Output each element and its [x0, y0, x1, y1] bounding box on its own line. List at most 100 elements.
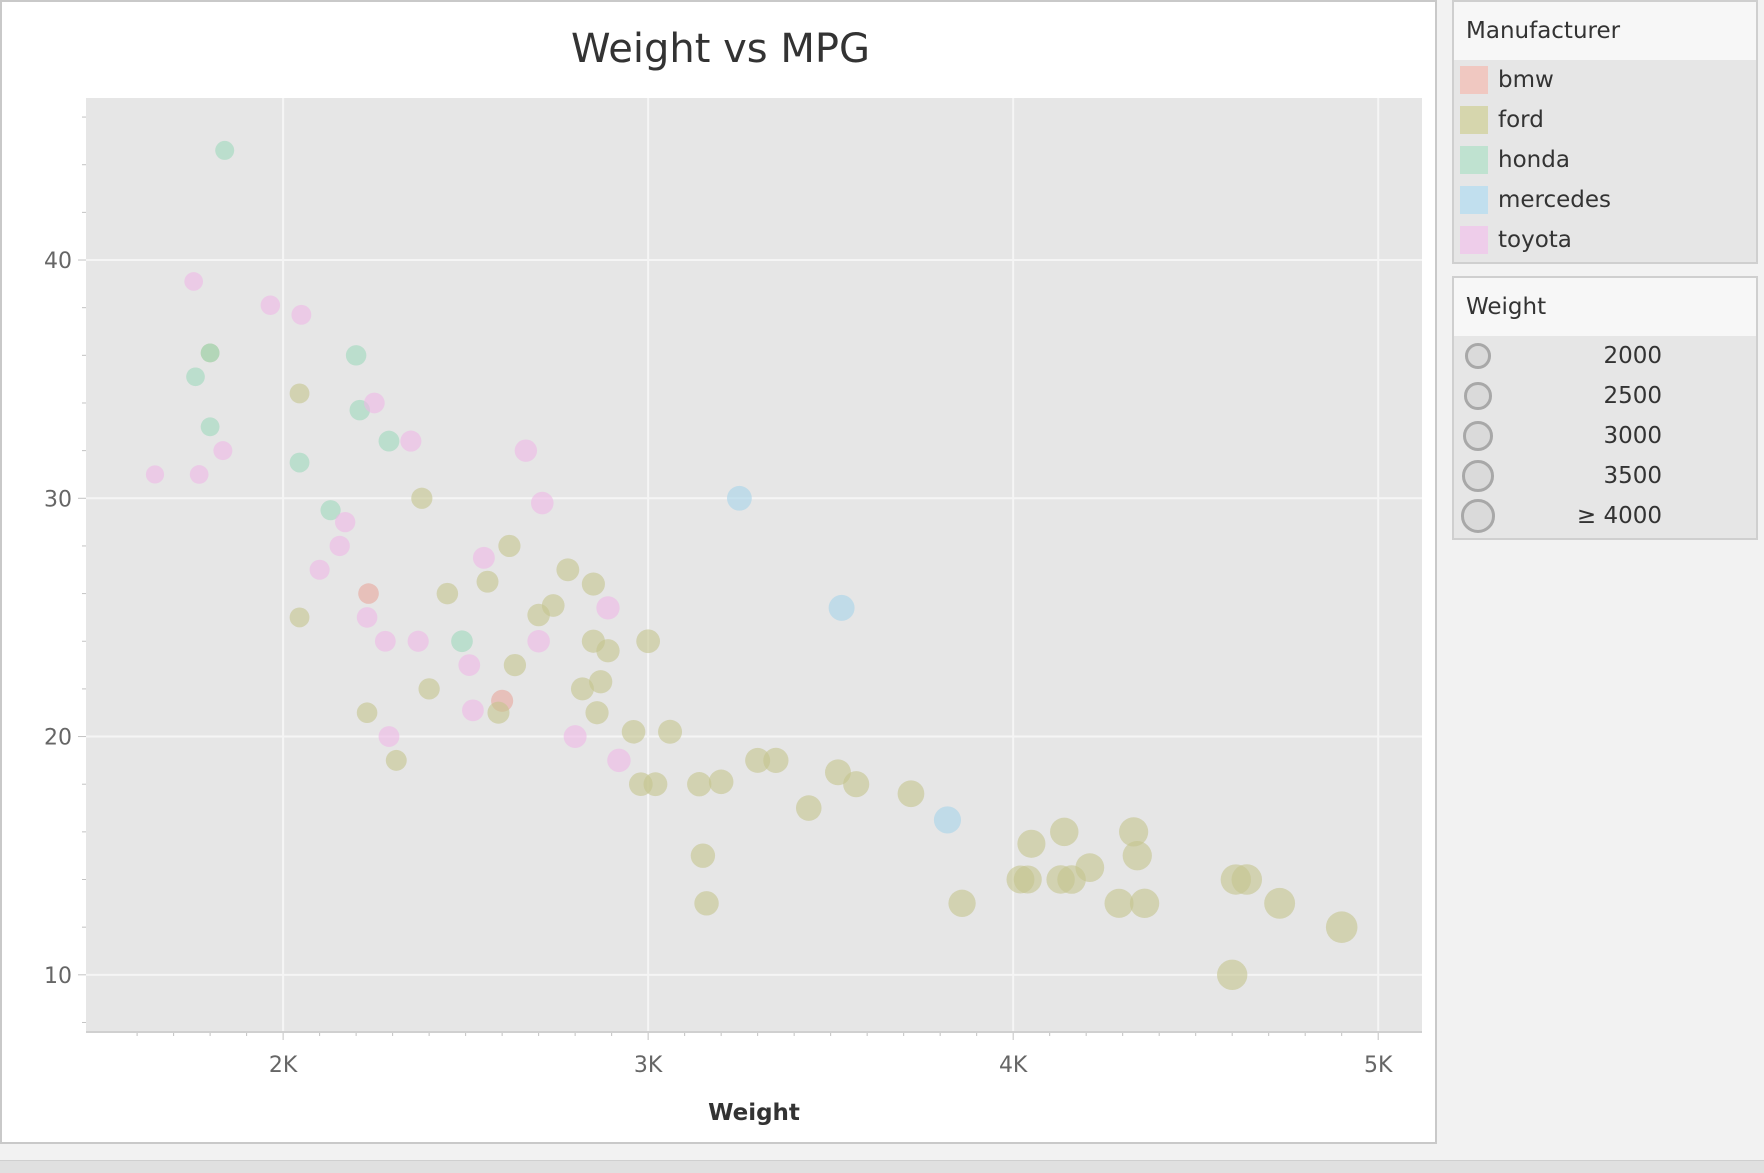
data-point-toyota[interactable] — [184, 272, 204, 291]
x-tick-label: 2K — [269, 1053, 298, 1078]
data-point-ford[interactable] — [503, 653, 527, 677]
data-point-honda[interactable] — [289, 452, 310, 473]
data-point-toyota[interactable] — [514, 439, 538, 462]
data-point-toyota[interactable] — [374, 630, 396, 652]
data-point-ford[interactable] — [1325, 911, 1358, 943]
data-point-toyota[interactable] — [334, 511, 356, 533]
data-point-honda[interactable] — [345, 345, 367, 366]
data-point-ford[interactable] — [1104, 888, 1134, 918]
size-circle-icon — [1462, 460, 1494, 492]
data-point-toyota[interactable] — [530, 491, 554, 515]
data-point-ford[interactable] — [1017, 829, 1046, 858]
data-point-ford[interactable] — [418, 678, 440, 700]
data-point-mercedes[interactable] — [828, 594, 855, 621]
data-point-ford[interactable] — [289, 383, 310, 404]
data-point-ford[interactable] — [476, 570, 499, 593]
data-point-toyota[interactable] — [329, 535, 350, 557]
data-point-ford[interactable] — [356, 702, 378, 724]
data-point-ford[interactable] — [1122, 841, 1152, 871]
data-point-ford[interactable] — [1129, 888, 1160, 919]
data-point-ford[interactable] — [596, 639, 620, 663]
data-point-ford[interactable] — [541, 594, 565, 617]
data-point-ford[interactable] — [1119, 817, 1149, 847]
data-point-ford[interactable] — [1075, 853, 1105, 882]
data-point-ford[interactable] — [948, 889, 976, 917]
data-point-mercedes[interactable] — [727, 485, 752, 511]
data-point-ford[interactable] — [570, 677, 594, 701]
legend-label: honda — [1498, 147, 1570, 173]
size-legend-label: 3000 — [1603, 423, 1662, 449]
data-point-toyota[interactable] — [596, 596, 620, 620]
chart-panel: Weight vs MPG 2K 3K 4K 5K 10 20 30 40 Weight — [0, 0, 1437, 1144]
data-point-ford[interactable] — [897, 780, 925, 808]
data-point-ford[interactable] — [436, 582, 459, 605]
data-point-ford[interactable] — [763, 747, 789, 773]
size-legend-item[interactable]: 3000 — [1454, 416, 1756, 456]
data-point-toyota[interactable] — [607, 748, 631, 773]
data-point-ford[interactable] — [690, 843, 716, 868]
data-point-honda[interactable] — [186, 367, 205, 387]
data-point-ford[interactable] — [687, 772, 712, 797]
data-point-toyota[interactable] — [407, 630, 429, 652]
legend-item-honda[interactable]: honda — [1454, 140, 1756, 180]
data-point-toyota[interactable] — [458, 654, 481, 676]
data-point-ford[interactable] — [411, 487, 433, 509]
legend-item-mercedes[interactable]: mercedes — [1454, 180, 1756, 220]
data-point-ford[interactable] — [658, 719, 683, 744]
data-point-toyota[interactable] — [189, 465, 209, 484]
data-point-ford[interactable] — [1217, 959, 1248, 990]
data-point-ford[interactable] — [589, 670, 613, 694]
data-point-toyota[interactable] — [291, 304, 312, 325]
data-point-toyota[interactable] — [472, 546, 495, 569]
size-legend-item[interactable]: 2500 — [1454, 376, 1756, 416]
legend-item-toyota[interactable]: toyota — [1454, 220, 1756, 260]
data-point-toyota[interactable] — [356, 607, 378, 628]
data-point-ford[interactable] — [843, 771, 870, 798]
x-tick-label: 4K — [999, 1053, 1028, 1078]
color-legend-title: Manufacturer — [1454, 2, 1756, 60]
legend-item-ford[interactable]: ford — [1454, 100, 1756, 140]
data-point-ford[interactable] — [585, 701, 609, 725]
data-point-honda[interactable] — [200, 417, 220, 437]
data-point-ford[interactable] — [498, 534, 521, 558]
data-point-mercedes[interactable] — [933, 806, 962, 834]
data-point-ford[interactable] — [581, 572, 605, 596]
data-point-ford[interactable] — [556, 558, 580, 582]
data-point-ford[interactable] — [643, 772, 668, 797]
data-point-ford[interactable] — [1231, 864, 1263, 895]
data-point-toyota[interactable] — [309, 559, 330, 580]
data-point-toyota[interactable] — [378, 726, 400, 747]
data-point-ford[interactable] — [1050, 817, 1079, 847]
data-point-toyota[interactable] — [213, 441, 233, 461]
data-point-toyota[interactable] — [462, 699, 484, 722]
data-point-ford[interactable] — [694, 891, 719, 916]
size-legend-item[interactable]: ≥ 4000 — [1454, 496, 1756, 536]
data-point-ford[interactable] — [1264, 887, 1296, 919]
size-legend-item[interactable]: 2000 — [1454, 336, 1756, 376]
data-point-honda[interactable] — [451, 630, 473, 653]
size-legend-item[interactable]: 3500 — [1454, 456, 1756, 496]
data-point-ford[interactable] — [708, 769, 734, 795]
data-point-toyota[interactable] — [527, 629, 550, 653]
data-point-toyota[interactable] — [400, 430, 422, 452]
data-point-ford[interactable] — [795, 795, 822, 821]
data-point-toyota[interactable] — [145, 465, 165, 484]
data-point-toyota[interactable] — [260, 295, 281, 316]
data-point-bmw[interactable] — [358, 583, 379, 604]
scatter-plot[interactable]: 2K 3K 4K 5K 10 20 30 40 Weight — [2, 2, 1439, 1146]
size-circle-icon — [1465, 343, 1491, 369]
data-point-ford[interactable] — [745, 747, 771, 773]
data-point-ford[interactable] — [636, 629, 661, 654]
data-point-honda[interactable] — [215, 140, 235, 160]
data-point-ford[interactable] — [385, 749, 407, 771]
data-point-ford[interactable] — [487, 701, 510, 724]
data-point-honda[interactable] — [320, 500, 341, 521]
data-point-ford[interactable] — [1006, 865, 1035, 894]
data-point-ford[interactable] — [289, 607, 310, 628]
data-point-toyota[interactable] — [563, 725, 587, 749]
data-point-honda[interactable] — [378, 430, 400, 452]
legend-item-bmw[interactable]: bmw — [1454, 60, 1756, 100]
data-point-ford[interactable] — [621, 719, 646, 744]
data-point-honda[interactable] — [200, 343, 220, 363]
data-point-toyota[interactable] — [364, 392, 385, 414]
